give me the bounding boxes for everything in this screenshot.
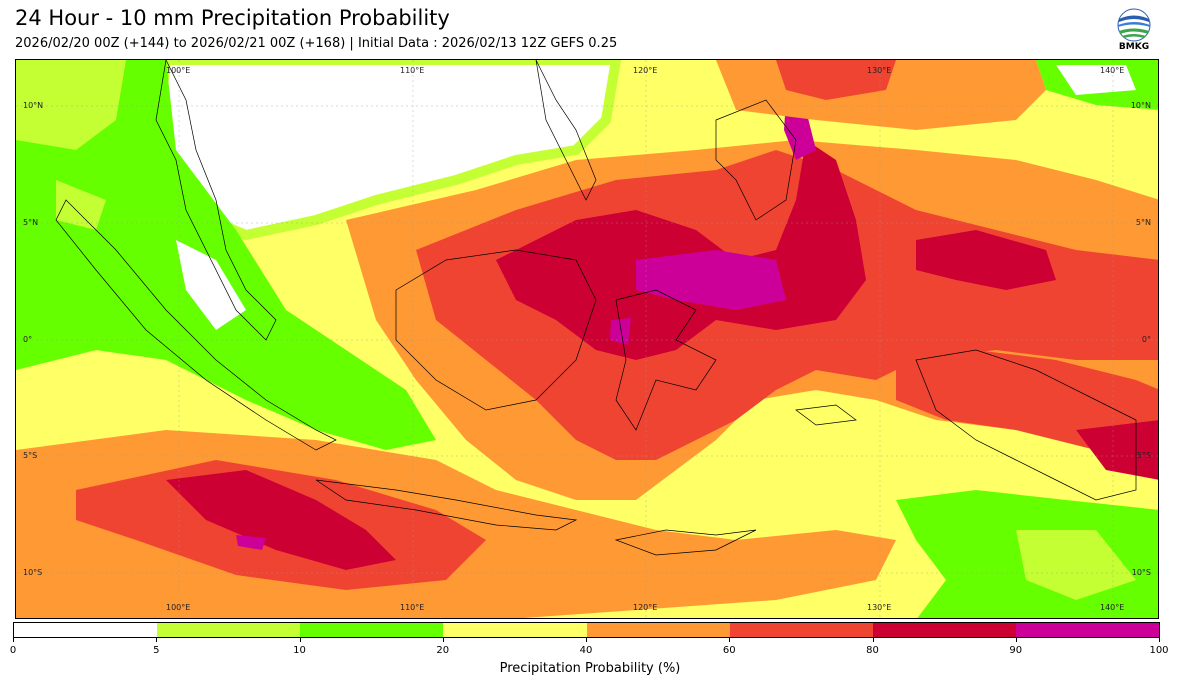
bmkg-logo: BMKG	[1114, 8, 1154, 56]
colorbar-segment-4	[586, 623, 730, 637]
lon-label-top-110e: 110°E	[400, 66, 425, 75]
colorbar-tick-mark	[1015, 638, 1017, 642]
probability-field	[16, 60, 1158, 618]
colorbar-segment-7	[1015, 623, 1159, 637]
lon-label-top-140e: 140°E	[1100, 66, 1125, 75]
colorbar-tick-label: 80	[866, 645, 879, 656]
colorbar-tick-label: 60	[722, 645, 736, 656]
colorbar-segment-1	[157, 623, 301, 637]
precipitation-map: 100°E 110°E 120°E 130°E 140°E 100°E 110°…	[15, 59, 1159, 619]
colorbar	[13, 622, 1160, 638]
lat-label-left-5n: 5°N	[23, 218, 39, 227]
colorbar-tick-mark	[729, 638, 731, 642]
lat-label-left-5s: 5°S	[23, 451, 38, 460]
lon-label-bottom-100e: 100°E	[166, 603, 191, 612]
colorbar-tick-label: 10	[293, 645, 306, 656]
lon-label-bottom-110e: 110°E	[400, 603, 425, 612]
lat-label-right-10s: 10°S	[1131, 568, 1151, 577]
lat-label-right-10n: 10°N	[1130, 101, 1151, 110]
lat-label-left-0: 0°	[23, 335, 33, 344]
colorbar-tick-label: 90	[1009, 645, 1023, 656]
colorbar-tick-mark	[586, 638, 587, 642]
lat-label-left-10s: 10°S	[23, 568, 43, 577]
lat-label-right-5n: 5°N	[1135, 218, 1151, 227]
colorbar-tick-mark	[156, 638, 158, 642]
bmkg-globe-icon	[1117, 8, 1151, 42]
colorbar-segment-5	[729, 623, 873, 637]
lon-label-top-120e: 120°E	[633, 66, 658, 75]
lat-label-right-5s: 5°S	[1136, 451, 1151, 460]
lon-label-bottom-140e: 140°E	[1100, 603, 1125, 612]
colorbar-tick-label: 40	[579, 645, 593, 656]
colorbar-tick-mark	[872, 638, 874, 642]
lon-label-bottom-130e: 130°E	[867, 603, 892, 612]
lon-label-bottom-120e: 120°E	[633, 603, 658, 612]
colorbar-tick-mark	[1159, 638, 1160, 642]
colorbar-segment-6	[872, 623, 1016, 637]
colorbar-segment-3	[443, 623, 587, 637]
map-title: 24 Hour - 10 mm Precipitation Probabilit…	[15, 6, 450, 30]
colorbar-tick-label: 20	[436, 645, 450, 656]
lat-label-left-10n: 10°N	[23, 101, 44, 110]
colorbar-tick-mark	[299, 638, 301, 642]
map-subtitle: 2026/02/20 00Z (+144) to 2026/02/21 00Z …	[15, 36, 618, 51]
colorbar-tick-label: 100	[1149, 645, 1169, 656]
colorbar-label: Precipitation Probability (%)	[499, 661, 681, 676]
lon-label-top-100e: 100°E	[166, 66, 191, 75]
lon-label-top-130e: 130°E	[867, 66, 892, 75]
logo-text: BMKG	[1118, 42, 1150, 52]
lat-label-right-0: 0°	[1141, 335, 1151, 344]
colorbar-tick-label: 5	[153, 645, 160, 656]
colorbar-tick-mark	[13, 638, 14, 642]
colorbar-segment-0	[14, 623, 158, 637]
colorbar-segment-2	[300, 623, 444, 637]
colorbar-tick-mark	[442, 638, 444, 642]
colorbar-tick-label: 0	[9, 645, 17, 656]
